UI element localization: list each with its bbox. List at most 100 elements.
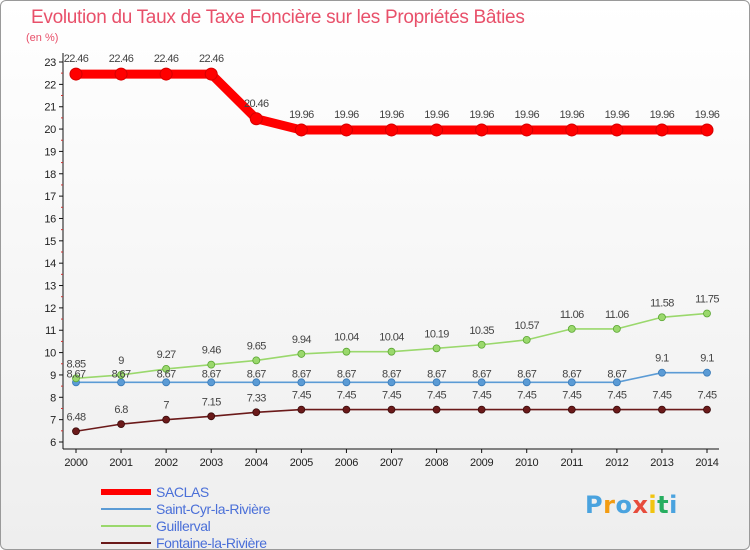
y-tick-label: 16 — [44, 213, 56, 225]
data-label: 19.96 — [424, 109, 449, 121]
data-point — [162, 365, 171, 373]
data-label: 9 — [118, 355, 124, 367]
data-point — [342, 378, 351, 387]
data-point — [387, 378, 396, 387]
data-point — [207, 378, 216, 387]
series-line-0 — [76, 69, 707, 135]
data-label: 7.45 — [697, 390, 716, 402]
data-label: 9.94 — [292, 334, 311, 346]
data-point — [294, 123, 308, 137]
logo-letter: r — [603, 491, 616, 519]
data-point — [114, 67, 128, 81]
data-label: 11.58 — [650, 297, 674, 309]
y-axis-unit: (en %) — [26, 32, 59, 44]
data-label: 6.8 — [114, 404, 128, 416]
data-label: 8.67 — [562, 368, 581, 380]
y-tick-label: 9 — [50, 370, 56, 382]
data-point — [522, 335, 531, 344]
y-tick-label: 12 — [44, 303, 56, 315]
legend-swatch — [101, 489, 151, 495]
data-point — [385, 123, 398, 137]
data-point — [477, 378, 486, 387]
data-label: 22.46 — [154, 53, 179, 65]
data-label: 7.45 — [292, 390, 311, 402]
data-label: 8.67 — [202, 368, 221, 380]
data-point — [204, 67, 218, 81]
x-tick-label: 2001 — [109, 457, 132, 469]
x-tick-label: 2011 — [561, 457, 584, 469]
data-point — [162, 415, 171, 424]
data-label: 10.04 — [334, 332, 359, 344]
data-point — [520, 123, 534, 137]
legend-label: SACLAS — [156, 484, 209, 500]
data-label: 19.96 — [560, 109, 585, 121]
data-label: 10.35 — [469, 325, 494, 337]
data-label: 9.1 — [700, 353, 714, 365]
data-point — [72, 374, 80, 383]
x-tick-label: 2014 — [695, 457, 718, 469]
data-point — [567, 405, 576, 414]
data-point — [475, 123, 489, 137]
data-point — [207, 360, 216, 369]
x-tick-label: 2012 — [605, 457, 628, 469]
data-label: 7.45 — [607, 390, 626, 402]
x-tick-label: 2007 — [380, 457, 403, 469]
data-label: 19.96 — [334, 109, 359, 121]
y-tick-label: 17 — [44, 191, 56, 203]
y-tick-label: 18 — [44, 169, 56, 181]
y-tick-label: 13 — [44, 281, 56, 293]
x-tick-label: 2002 — [155, 457, 178, 469]
logo-letter: x — [632, 491, 649, 519]
data-label: 7.45 — [562, 390, 581, 402]
data-label: 8.67 — [337, 368, 356, 380]
data-label: 7.45 — [652, 390, 671, 402]
data-point — [297, 350, 306, 358]
data-label: 19.96 — [289, 109, 314, 121]
legend-label: Saint-Cyr-la-Rivière — [156, 501, 271, 517]
data-point — [658, 405, 666, 414]
logo-letter: i — [648, 491, 658, 519]
data-point — [69, 67, 83, 81]
logo-letter: P — [585, 491, 604, 519]
data-label: 8.67 — [247, 368, 266, 380]
data-point — [342, 347, 351, 356]
data-point — [159, 67, 173, 81]
data-label: 11.06 — [560, 309, 584, 321]
data-label: 19.96 — [605, 109, 630, 121]
data-label: 22.46 — [64, 53, 89, 65]
data-label: 19.96 — [695, 109, 720, 121]
y-tick-label: 23 — [44, 57, 56, 69]
data-label: 7.33 — [247, 392, 266, 404]
data-point — [387, 405, 396, 414]
data-point — [477, 340, 486, 349]
data-label: 19.96 — [514, 109, 539, 121]
x-tick-label: 2008 — [425, 457, 448, 469]
x-tick-label: 2000 — [64, 457, 87, 469]
x-tick-label: 2005 — [290, 457, 313, 469]
data-label: 8.67 — [517, 368, 536, 380]
data-point — [612, 405, 621, 414]
data-point — [432, 378, 441, 387]
data-point — [297, 378, 306, 387]
data-label: 19.96 — [469, 109, 494, 121]
y-tick-label: 15 — [44, 236, 56, 248]
data-label: 22.46 — [109, 53, 134, 65]
data-point — [655, 123, 669, 137]
data-point — [477, 405, 486, 414]
logo-letter: t — [657, 491, 670, 519]
y-tick-label: 21 — [44, 102, 56, 114]
x-tick-label: 2009 — [470, 457, 493, 469]
data-point — [522, 405, 531, 414]
data-point — [703, 368, 711, 377]
data-label: 11.75 — [695, 293, 719, 305]
data-label: 9.65 — [247, 340, 266, 352]
data-point — [252, 408, 261, 417]
data-point — [252, 378, 261, 387]
data-point — [432, 344, 441, 353]
data-label: 11.06 — [605, 309, 629, 321]
y-tick-label: 19 — [44, 146, 56, 158]
data-point — [567, 324, 576, 333]
data-label: 10.19 — [424, 328, 449, 340]
